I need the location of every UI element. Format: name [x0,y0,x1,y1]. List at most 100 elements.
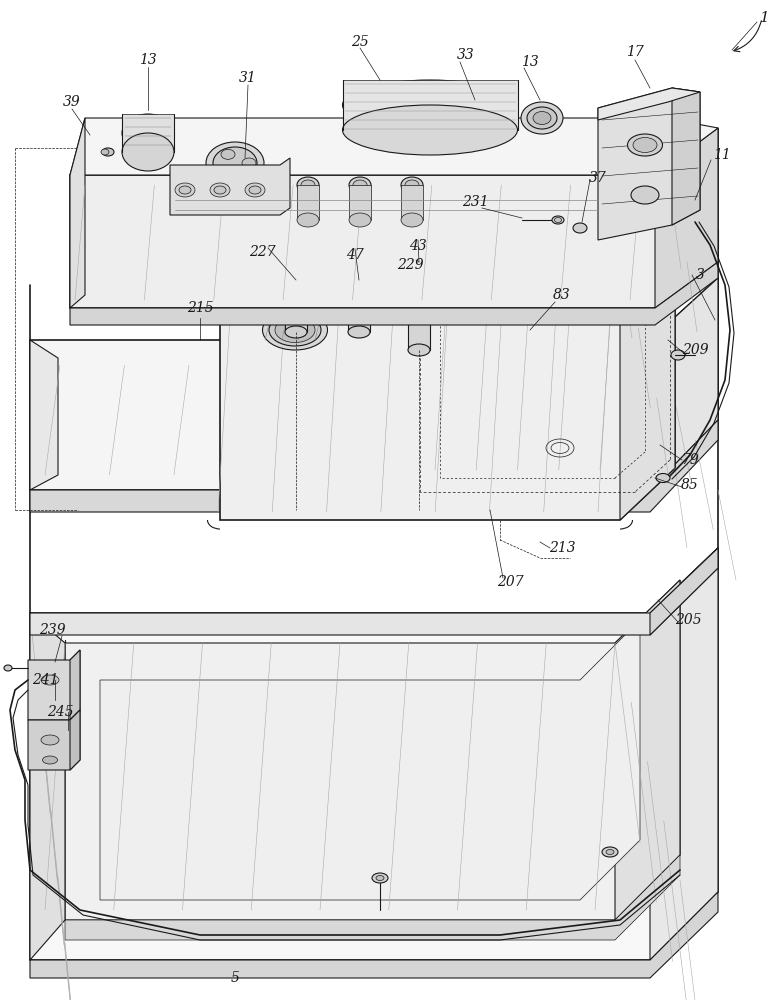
Ellipse shape [348,262,370,274]
Ellipse shape [285,262,307,274]
Polygon shape [30,340,58,490]
Ellipse shape [42,756,58,764]
Polygon shape [30,548,718,960]
Ellipse shape [631,186,659,204]
Ellipse shape [102,148,114,156]
Ellipse shape [348,326,370,338]
Ellipse shape [41,735,59,745]
Polygon shape [170,158,290,215]
Ellipse shape [408,344,430,356]
Ellipse shape [210,183,230,197]
Ellipse shape [301,180,315,190]
Text: 5: 5 [231,971,239,985]
Polygon shape [70,118,718,175]
Ellipse shape [249,186,261,194]
Ellipse shape [353,180,367,190]
Ellipse shape [606,850,614,854]
Ellipse shape [245,183,265,197]
Text: 13: 13 [521,55,539,69]
Text: 85: 85 [681,478,699,492]
Polygon shape [598,88,700,120]
Text: 205: 205 [675,613,701,627]
Polygon shape [672,88,700,225]
Polygon shape [655,128,718,308]
Text: 13: 13 [139,53,157,67]
Polygon shape [650,548,718,635]
Ellipse shape [4,665,12,671]
Polygon shape [650,278,718,490]
Ellipse shape [122,114,174,152]
Text: 229: 229 [396,258,423,272]
Ellipse shape [405,180,419,190]
Ellipse shape [285,326,307,338]
Ellipse shape [521,102,563,134]
Ellipse shape [175,183,195,197]
Polygon shape [65,855,680,940]
Polygon shape [70,118,85,308]
Ellipse shape [214,186,226,194]
Ellipse shape [41,675,59,685]
Ellipse shape [671,350,685,360]
Polygon shape [30,613,65,960]
Text: 31: 31 [239,71,256,85]
Text: 245: 245 [47,705,74,719]
Polygon shape [285,268,307,332]
Text: 1: 1 [760,11,769,25]
Polygon shape [70,128,718,308]
Polygon shape [598,88,700,240]
Polygon shape [30,892,718,978]
Polygon shape [100,620,640,900]
Ellipse shape [656,474,670,483]
Ellipse shape [533,111,551,124]
Text: 43: 43 [409,239,427,253]
Polygon shape [122,114,174,152]
Text: 37: 37 [589,171,607,185]
Polygon shape [28,650,80,720]
Ellipse shape [297,213,319,227]
Text: 227: 227 [249,245,275,259]
Polygon shape [348,268,370,332]
Text: 39: 39 [63,95,81,109]
Text: 33: 33 [457,48,475,62]
Text: 83: 83 [553,288,571,302]
Polygon shape [30,420,718,512]
Polygon shape [28,710,80,770]
Ellipse shape [242,158,256,168]
Ellipse shape [376,876,384,880]
Polygon shape [408,268,430,350]
Ellipse shape [573,223,587,233]
Ellipse shape [206,142,264,184]
Ellipse shape [221,149,235,159]
Ellipse shape [633,137,657,152]
Polygon shape [65,580,680,920]
Text: 11: 11 [713,148,731,162]
Text: 47: 47 [346,248,364,262]
Polygon shape [615,580,680,920]
Ellipse shape [408,262,430,274]
Text: 231: 231 [461,195,488,209]
Text: 17: 17 [626,45,644,59]
Ellipse shape [263,310,328,350]
Ellipse shape [297,177,319,193]
Text: 207: 207 [497,575,523,589]
Ellipse shape [221,167,235,177]
Ellipse shape [179,186,191,194]
Text: 3: 3 [695,268,705,282]
Text: 209: 209 [682,343,708,357]
Text: 79: 79 [681,453,699,467]
Polygon shape [401,185,423,220]
Text: 241: 241 [32,673,59,687]
Polygon shape [70,710,80,770]
Polygon shape [349,185,371,220]
Polygon shape [220,258,675,310]
Polygon shape [620,258,675,520]
Polygon shape [30,548,718,635]
Ellipse shape [275,318,315,342]
Ellipse shape [527,107,557,129]
Ellipse shape [101,149,109,155]
Ellipse shape [122,133,174,171]
Ellipse shape [602,847,618,857]
Ellipse shape [343,105,518,155]
Ellipse shape [627,134,662,156]
Ellipse shape [213,147,257,179]
